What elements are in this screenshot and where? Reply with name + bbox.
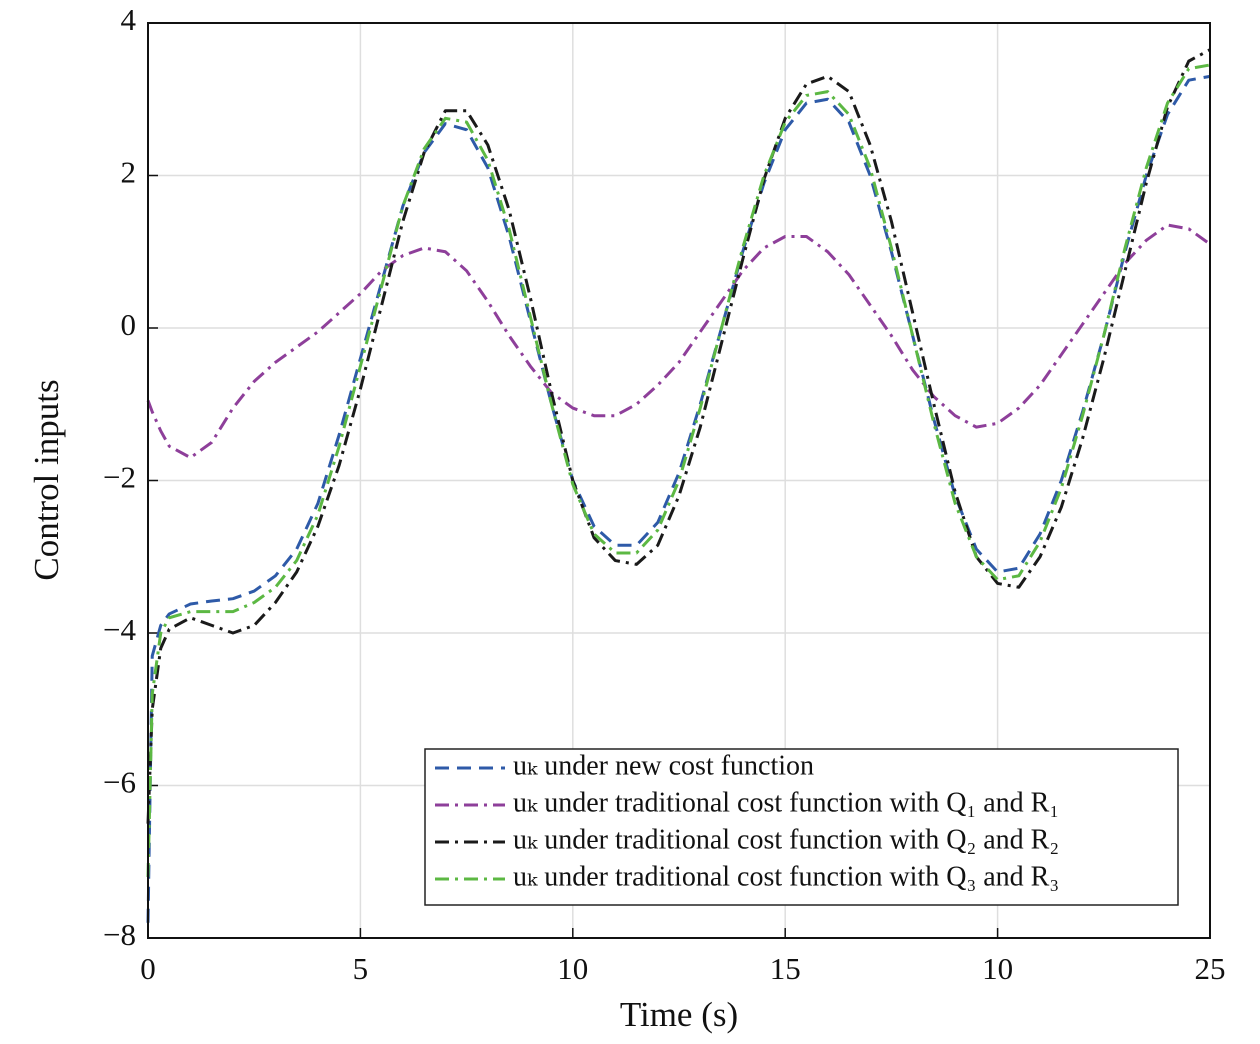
- data-line: [146, 223, 1211, 460]
- data-line: [146, 63, 1211, 878]
- x-tick-label: 15: [770, 951, 801, 986]
- y-tick-label: −8: [103, 917, 136, 952]
- x-tick-label: 25: [1195, 951, 1226, 986]
- x-tick-label: 5: [353, 951, 369, 986]
- y-tick-label: 0: [121, 307, 137, 342]
- x-tick-label: 10: [982, 951, 1013, 986]
- y-tick-label: 4: [121, 2, 137, 37]
- y-tick-label: −2: [103, 460, 136, 495]
- legend-label: uₖ under traditional cost function with …: [513, 861, 1059, 892]
- legend-box: [424, 748, 1179, 906]
- legend-label: uₖ under traditional cost function with …: [513, 787, 1059, 818]
- data-line: [146, 74, 1211, 923]
- y-tick-label: −4: [103, 612, 136, 647]
- y-tick-label: −6: [103, 765, 136, 800]
- legend-label: uₖ under new cost function: [513, 750, 814, 781]
- x-tick-label: 10: [557, 951, 588, 986]
- plot-frame: [147, 22, 1211, 939]
- x-axis-label: Time (s): [620, 995, 738, 1034]
- legend-label: uₖ under traditional cost function with …: [513, 824, 1059, 855]
- x-tick-label: 0: [140, 951, 156, 986]
- y-axis-label: Control inputs: [27, 379, 66, 580]
- data-line: [146, 48, 1211, 824]
- legend: uₖ under new cost function uₖ under tradi…: [424, 748, 1179, 906]
- y-tick-label: 2: [121, 155, 137, 190]
